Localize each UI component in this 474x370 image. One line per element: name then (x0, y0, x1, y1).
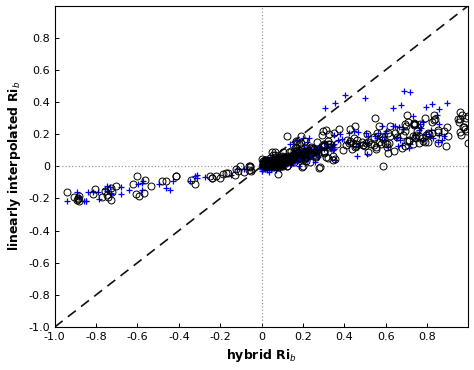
Y-axis label: linearly interpolated Ri$_b$: linearly interpolated Ri$_b$ (6, 81, 23, 252)
X-axis label: hybrid Ri$_b$: hybrid Ri$_b$ (226, 347, 297, 364)
